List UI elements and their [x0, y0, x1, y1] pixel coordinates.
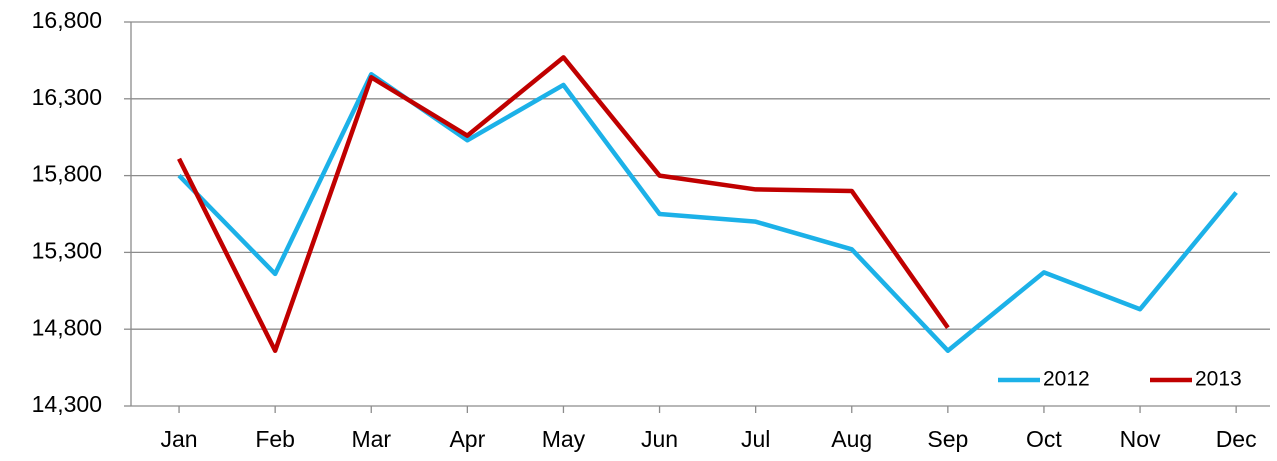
y-tick-label: 14,300 [32, 391, 102, 417]
x-tick-label: Oct [1026, 426, 1062, 452]
series-line [177, 71, 1238, 353]
y-tick-label: 15,800 [32, 161, 102, 187]
x-tick-label: Sep [927, 426, 968, 452]
x-tick-label: Dec [1216, 426, 1257, 452]
x-tick-label: Jan [161, 426, 198, 452]
legend-label: 2013 [1195, 368, 1242, 391]
y-tick-label: 16,800 [32, 7, 102, 33]
legend-label: 2012 [1043, 368, 1090, 391]
series-line [177, 55, 950, 353]
x-tick-label: Apr [449, 426, 485, 452]
y-tick-label: 16,300 [32, 84, 102, 110]
x-tick-label: Aug [831, 426, 872, 452]
x-tick-label: Feb [255, 426, 295, 452]
y-tick-label: 15,300 [32, 237, 102, 263]
x-tick-label: May [542, 426, 586, 452]
x-tick-label: Nov [1120, 426, 1161, 452]
x-tick-label: Jul [741, 426, 770, 452]
x-tick-label: Jun [641, 426, 678, 452]
y-tick-label: 14,800 [32, 314, 102, 340]
x-tick-label: Mar [351, 426, 391, 452]
